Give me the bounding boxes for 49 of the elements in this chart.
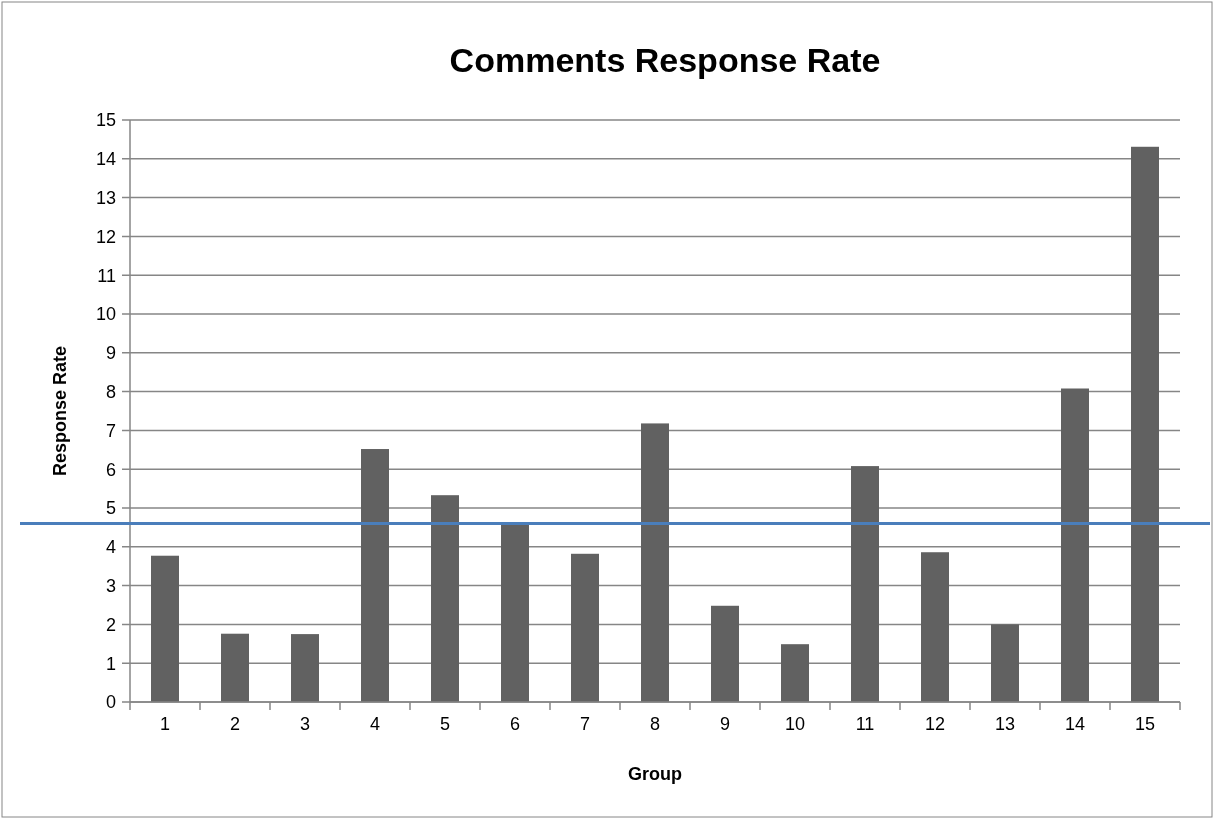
y-tick-label: 15 [95,110,116,131]
y-tick-label: 12 [95,226,116,247]
bar [291,634,319,702]
bar [921,552,949,702]
bar [431,495,459,702]
y-tick-label: 0 [105,692,116,713]
y-tick-label: 13 [95,187,116,208]
y-tick-label: 8 [105,381,116,402]
x-tick-label: 1 [159,714,171,734]
bar [361,449,389,702]
y-tick-label: 14 [95,149,116,170]
x-tick-label: 11 [855,714,875,734]
bar [151,555,179,702]
chart-title: Comments Response Rate [449,41,881,79]
y-tick-label: 7 [105,420,116,441]
x-tick-label: 4 [369,714,381,734]
x-tick-label: 13 [994,714,1016,734]
x-tick-label: 7 [579,714,591,734]
bar [641,423,669,702]
y-tick-label: 4 [105,537,116,558]
y-axis-title: Response Rate [50,345,70,477]
bar [1131,146,1159,702]
x-tick-label: 3 [299,714,311,734]
y-tick-label: 3 [105,575,116,596]
x-axis-title: Group [628,764,682,784]
bar [781,644,809,702]
x-tick-label: 5 [439,714,451,734]
bar [1061,388,1089,702]
y-tick-label: 2 [105,614,116,635]
x-tick-label: 10 [784,714,806,734]
x-tick-label: 6 [509,714,521,734]
x-tick-label: 2 [229,714,241,734]
x-tick-label: 15 [1134,714,1156,734]
bar [991,624,1019,702]
bar [221,633,249,702]
x-tick-label: 8 [649,714,661,734]
y-tick-label: 9 [105,343,116,364]
bar [711,605,739,702]
x-tick-label: 12 [924,714,946,734]
y-tick-label: 11 [97,265,116,286]
y-tick-label: 5 [105,498,116,519]
x-tick-label: 14 [1064,714,1086,734]
bar [501,523,529,702]
bar [571,553,599,702]
y-tick-label: 10 [95,304,116,325]
x-tick-label: 9 [719,714,731,734]
bar [851,466,879,702]
y-tick-label: 1 [105,653,116,674]
y-tick-label: 6 [105,459,116,480]
